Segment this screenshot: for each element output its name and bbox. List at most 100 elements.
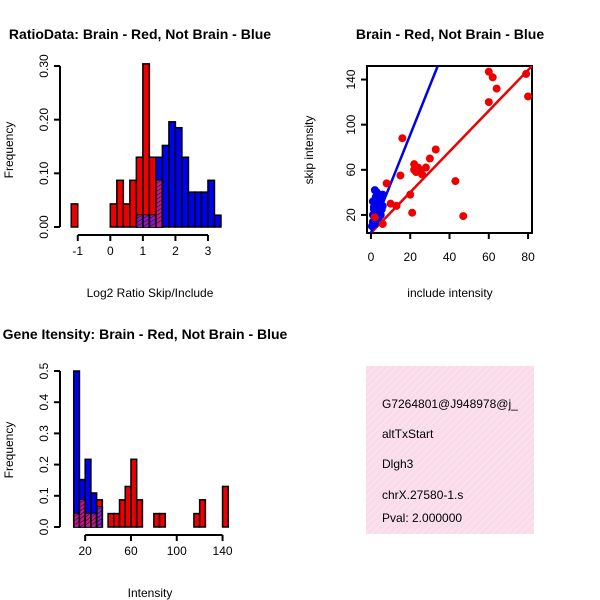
gene-intensity-bars [72,370,230,528]
ratio-bar-red [109,203,118,228]
intensity-overlap-hatch [85,521,91,525]
scatter-point-not-brain [377,205,386,214]
scatter-point-brain [492,84,501,93]
gene-intensity-title: Gene Itensity: Brain - Red, Not Brain - … [3,326,288,342]
scatter-point-brain [484,67,493,76]
ratio-overlap-hatch [156,188,162,192]
intensity-scatter-panel: Brain - Red, Not Brain - Blue 0 20 40 60 80 2… [302,26,544,300]
scatter-point-brain [406,190,415,199]
scatter-point-not-brain [371,192,380,201]
intensity-overlap-hatch [97,510,102,514]
ratio-overlap-hatch [156,184,162,188]
intensity-overlap-hatch [91,517,96,521]
ratio-bar-overlap [137,215,142,227]
intensity-x-tick-label: 60 [124,544,138,558]
scatter-y-tick-label: 140 [344,69,358,89]
ratio-overlap-hatch [143,214,149,219]
intensity-overlap-hatch [80,523,85,528]
scatter-point-brain [408,208,417,217]
ratio-bar-red [70,203,79,228]
intensity-overlap-hatch [91,513,96,517]
scatter-point-brain [396,171,405,180]
ratio-histogram-title: RatioData: Brain - Red, Not Brain - Blue [9,26,271,42]
ratio-overlap-hatch [156,180,162,184]
scatter-point-brain [459,212,468,221]
scatter-axes: 0 20 40 60 80 20 60 100 140 [344,69,535,264]
ratio-histogram-panel: RatioData: Brain - Red, Not Brain - Blue… [2,26,271,300]
ratio-y-tick-label: 0.10 [37,161,51,185]
scatter-point-brain [451,177,460,186]
scatter-x-tick-label: 20 [404,250,418,264]
ratio-y-tick-label: 0.20 [37,108,51,132]
scatter-point-brain [398,134,407,143]
gene-intensity-axes: 20 60 100 140 0.0 0.1 0.2 0.3 0.4 0.5 [37,362,233,558]
ratio-overlap-hatch [143,218,149,223]
ratio-y-tick-label: 0.00 [37,215,51,239]
intensity-bar-overlap [91,513,96,527]
intensity-bar-red [113,512,121,528]
scatter-xlabel: include intensity [407,286,492,300]
ratio-overlap-hatch [156,220,162,224]
intensity-bar-red [135,499,144,528]
ratio-histogram-bars [70,63,222,228]
scatter-point-brain [431,145,440,154]
scatter-point-brain [392,201,401,210]
ratio-overlap-hatch [137,222,143,227]
ratio-bar-blue [174,126,183,228]
intensity-overlap-hatch [80,511,85,516]
intensity-y-tick-label: 0.0 [37,518,51,535]
info-pval: Pval: 2.000000 [382,511,462,525]
scatter-ylabel: skip intensity [302,116,316,185]
ratio-overlap-hatch [156,196,162,200]
intensity-overlap-hatch [80,499,85,504]
scatter-point-not-brain [369,203,378,212]
intensity-x-tick-label: 20 [78,544,92,558]
scatter-point-brain [524,92,533,101]
intensity-overlap-hatch [85,517,91,521]
intensity-bar-red [124,485,132,528]
scatter-point-brain [425,154,434,163]
ratio-overlap-hatch [156,192,162,196]
scatter-point-brain [378,219,387,228]
intensity-overlap-hatch [74,517,79,521]
intensity-overlap-hatch [97,522,102,526]
intensity-bar-overlap [74,513,79,527]
ratio-overlap-hatch [137,214,143,219]
intensity-bar-red [107,512,115,528]
info-gene-name: Dlgh3 [382,457,414,471]
ratio-bar-overlap [150,215,155,227]
ratio-y-tick-label: 0.30 [37,54,51,78]
ratio-overlap-hatch [137,218,143,223]
scatter-point-brain [421,163,430,172]
scatter-point-not-brain [378,190,387,199]
info-probe-id: chrX.27580-1.s [382,488,463,502]
intensity-bar-overlap [97,506,102,527]
scatter-y-tick-label: 100 [344,114,358,134]
scatter-point-not-brain [370,186,379,195]
ratio-bar-red [122,203,131,228]
ratio-overlap-hatch [156,204,162,208]
gene-intensity-histogram-panel: Gene Itensity: Brain - Red, Not Brain - … [2,326,288,600]
scatter-point-brain [488,73,497,82]
ratio-overlap-hatch [150,218,156,223]
intensity-overlap-hatch [80,503,85,508]
scatter-x-tick-label: 0 [368,250,375,264]
intensity-y-tick-label: 0.1 [37,487,51,504]
ratio-x-tick-label: 1 [140,244,147,258]
intensity-y-tick-label: 0.2 [37,456,51,473]
ratio-bar-blue [161,144,170,228]
ratio-bar-blue [181,156,190,228]
intensity-overlap-hatch [97,518,102,522]
ratio-histogram-axes: -1 0 1 2 3 0.00 0.10 0.20 0.30 [37,54,212,258]
ratio-bar-red [129,179,138,228]
intensity-overlap-hatch [74,513,79,517]
intensity-bar-red [158,512,167,528]
intensity-overlap-hatch [85,513,91,517]
intensity-overlap-hatch [80,507,85,512]
intensity-bar-red [221,485,230,528]
scatter-point-brain [370,213,379,222]
ratio-overlap-hatch [156,208,162,212]
ratio-bar-blue [194,191,203,228]
ratio-bar-overlap [143,215,149,227]
intensity-bar-red [130,458,138,528]
